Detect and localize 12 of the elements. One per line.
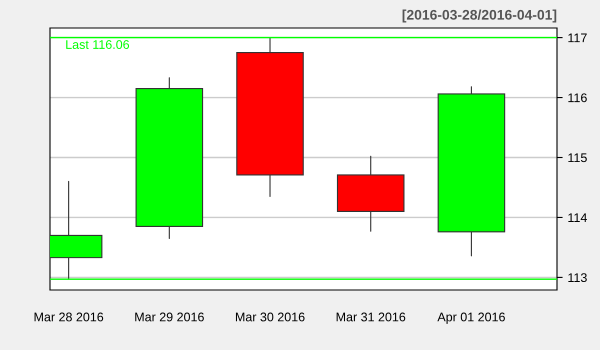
y-tick-label: 115 xyxy=(568,153,587,162)
y-tick-label: 114 xyxy=(568,213,587,222)
x-tick-label: Mar 31 2016 xyxy=(336,312,406,322)
x-tick-label: Mar 29 2016 xyxy=(135,312,204,322)
x-tick-label: Apr 01 2016 xyxy=(437,312,505,324)
y-tick-label: 117 xyxy=(568,34,587,42)
annotation: Last 116.06 xyxy=(66,40,130,49)
y-tick-label: 116 xyxy=(568,93,587,102)
y-tick-label: 113 xyxy=(568,273,587,282)
chart-subtitle: [2016-03-28/2016-04-01] xyxy=(402,10,556,22)
x-tick-label: Mar 30 2016 xyxy=(236,312,305,322)
x-tick-label: Mar 28 2016 xyxy=(34,312,104,322)
